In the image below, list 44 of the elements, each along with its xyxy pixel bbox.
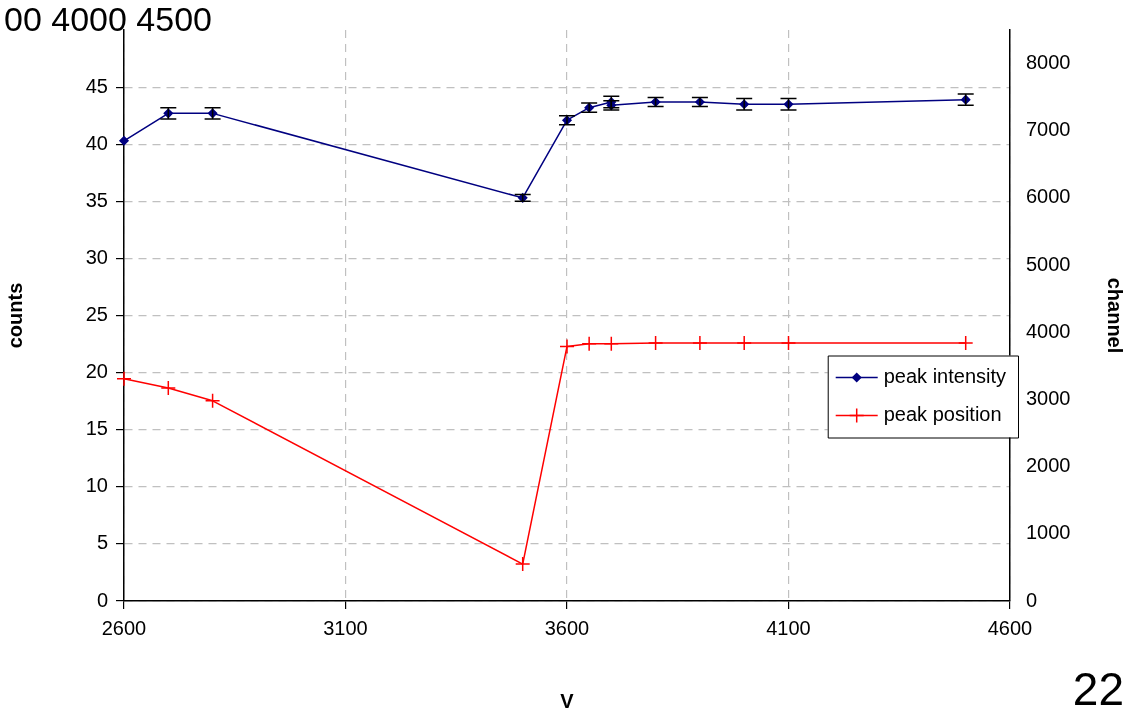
y-axis-title: counts	[3, 282, 26, 349]
y2-tick-label: 8000	[1026, 51, 1071, 74]
point	[204, 393, 221, 409]
point	[119, 136, 129, 146]
point	[514, 556, 531, 572]
point	[780, 335, 797, 351]
text: 22	[1072, 662, 1124, 716]
y-tick-label: 25	[85, 303, 108, 326]
point	[581, 335, 597, 352]
y-tick-label: 20	[85, 360, 108, 383]
x-axis-title: V	[560, 689, 575, 712]
y-tick-label: 10	[85, 474, 108, 497]
x-tick-label: 3100	[323, 616, 368, 639]
x-tick-label: 4100	[766, 616, 811, 639]
y-tick-label: 45	[85, 74, 108, 97]
point	[736, 335, 752, 351]
y2-tick-label: 7000	[1026, 118, 1071, 141]
y2-tick-label: 4000	[1026, 319, 1071, 342]
point	[692, 335, 708, 351]
y-tick-label: 5	[96, 531, 108, 554]
legend-label: peak intensity	[883, 365, 1006, 388]
point	[559, 338, 575, 355]
y2-tick-label: 1000	[1026, 521, 1071, 544]
y-tick-label: 30	[85, 245, 108, 268]
point	[647, 335, 664, 351]
point	[116, 370, 132, 387]
y2-tick-label: 5000	[1026, 252, 1071, 275]
y-tick-label: 35	[85, 188, 108, 211]
y-tick-label: 0	[96, 588, 108, 611]
point	[603, 335, 620, 352]
point	[957, 335, 974, 351]
x-tick-label: 2600	[101, 616, 147, 639]
x-tick-label: 3600	[544, 616, 590, 639]
annotation: 00 4000 4500	[4, 0, 212, 39]
legend-label: peak position	[883, 403, 1002, 426]
y-tick-label: 15	[85, 417, 108, 440]
y2-tick-label: 2000	[1026, 454, 1071, 477]
y2-tick-label: 0	[1026, 588, 1038, 611]
point	[160, 380, 177, 396]
y-tick-label: 40	[85, 131, 108, 154]
y2-axis-title: channel	[1104, 277, 1127, 354]
y2-tick-label: 6000	[1026, 185, 1071, 208]
x-tick-label: 4600	[987, 616, 1033, 639]
y2-tick-label: 3000	[1026, 386, 1071, 409]
